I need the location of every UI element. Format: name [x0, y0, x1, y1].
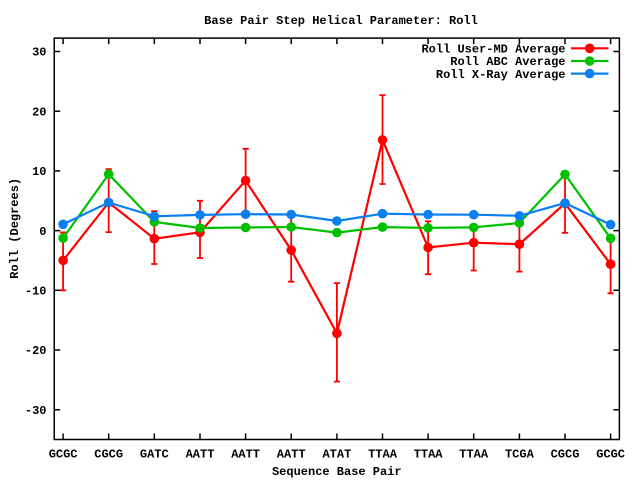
svg-text:Roll ABC Average: Roll ABC Average: [450, 55, 565, 69]
svg-text:GCGC: GCGC: [596, 448, 625, 462]
svg-text:-10: -10: [25, 285, 47, 299]
svg-text:AATT: AATT: [277, 448, 306, 462]
svg-text:TCGA: TCGA: [505, 448, 535, 462]
svg-text:Roll (Degrees): Roll (Degrees): [8, 178, 22, 279]
svg-text:AATT: AATT: [231, 448, 260, 462]
svg-text:CGCG: CGCG: [551, 448, 580, 462]
svg-text:Base Pair Step Helical Paramet: Base Pair Step Helical Parameter: Roll: [204, 14, 478, 28]
svg-text:Roll User-MD Average: Roll User-MD Average: [421, 43, 565, 57]
svg-text:GCGC: GCGC: [49, 448, 78, 462]
svg-text:20: 20: [32, 105, 46, 119]
svg-text:-30: -30: [25, 404, 47, 418]
svg-text:Sequence Base Pair: Sequence Base Pair: [272, 465, 402, 479]
svg-text:TTAA: TTAA: [414, 448, 444, 462]
svg-text:CGCG: CGCG: [94, 448, 123, 462]
svg-text:GATC: GATC: [140, 448, 169, 462]
svg-text:ATAT: ATAT: [322, 448, 351, 462]
svg-text:0: 0: [39, 225, 46, 239]
svg-text:-20: -20: [25, 344, 47, 358]
svg-text:TTAA: TTAA: [459, 448, 489, 462]
svg-text:AATT: AATT: [186, 448, 215, 462]
svg-text:30: 30: [32, 46, 46, 60]
svg-text:TTAA: TTAA: [368, 448, 398, 462]
svg-text:Roll X-Ray Average: Roll X-Ray Average: [436, 68, 566, 82]
svg-text:10: 10: [32, 165, 46, 179]
